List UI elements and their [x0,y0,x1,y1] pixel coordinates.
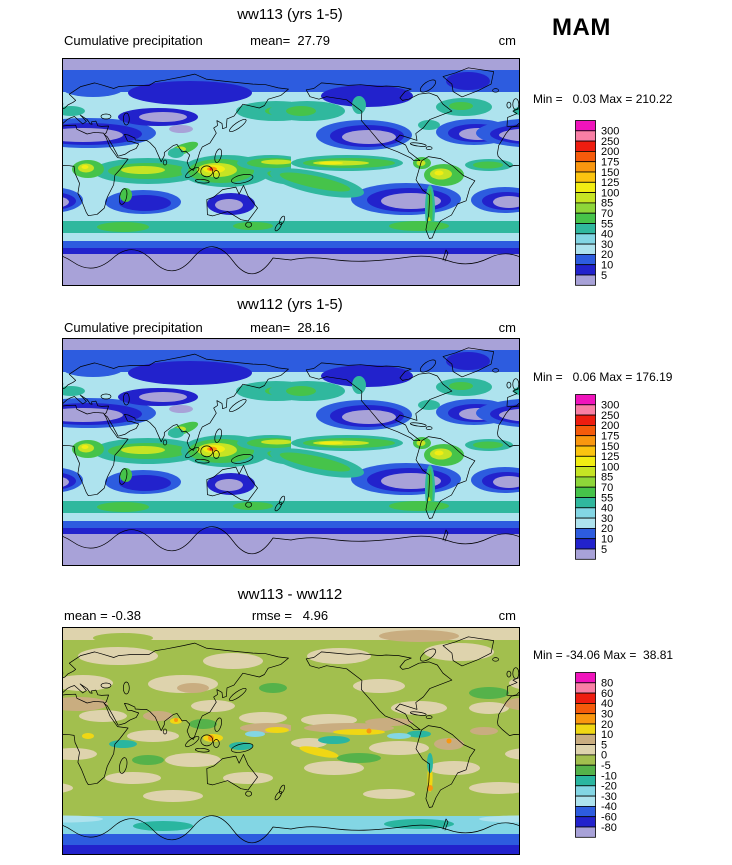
svg-text:70: 70 [601,482,613,494]
svg-text:-20: -20 [601,781,617,793]
panel-2-colorbar: 300 250 200 175 150 125 100 85 70 55 40 30 20 10 5 [575,394,635,562]
svg-text:250: 250 [601,410,619,422]
svg-text:125: 125 [601,177,619,189]
svg-text:300: 300 [601,126,619,138]
panel-2-stats-row: Cumulative precipitation mean= 28.16 cm [62,320,518,336]
svg-text:85: 85 [601,198,613,210]
svg-text:5: 5 [601,739,607,751]
panel-3-stats-row: mean = -0.38 rmse = 4.96 cm [62,608,518,624]
panel-3-rmse-label: rmse = 4.96 [251,608,329,623]
panel-2-map [62,338,520,566]
map-field [63,628,296,854]
panel-3-minmax: Min = -34.06 Max = 38.81 [533,648,674,662]
panel-1-map [62,58,520,286]
svg-text:175: 175 [601,157,619,169]
svg-text:20: 20 [601,523,613,535]
season-label: MAM [552,14,611,41]
svg-text:30: 30 [601,513,613,525]
svg-text:70: 70 [601,208,613,220]
svg-text:100: 100 [601,187,619,199]
svg-text:5: 5 [601,270,607,282]
svg-text:10: 10 [601,729,613,741]
svg-text:200: 200 [601,420,619,432]
svg-text:125: 125 [601,451,619,463]
panel-1-title: ww113 (yrs 1-5) [237,6,343,23]
svg-text:80: 80 [601,678,613,690]
svg-text:-60: -60 [601,812,617,824]
map-field-wrap [267,339,519,565]
panel-3-map [62,627,520,855]
svg-text:-5: -5 [601,760,611,772]
panel-3-colorbar: 80 60 40 30 20 10 5 0 -5 -10 -20 -30 -40 -60 -80 [575,672,635,840]
panel-1-map-svg [63,59,519,285]
svg-text:40: 40 [601,503,613,515]
svg-text:100: 100 [601,461,619,473]
map-field-wrap [291,628,519,854]
svg-text:55: 55 [601,492,613,504]
svg-text:5: 5 [601,544,607,556]
svg-text:20: 20 [601,249,613,261]
panel-3-unit-label: cm [498,608,516,623]
panel-1-unit-label: cm [498,33,516,48]
svg-text:60: 60 [601,688,613,700]
panel-1-colorbar: 300 250 200 175 150 125 100 85 70 55 40 30 20 10 5 [575,120,635,288]
svg-text:150: 150 [601,167,619,179]
svg-text:30: 30 [601,239,613,251]
panel-2-map-svg [63,339,519,565]
panel-2-unit-label: cm [498,320,516,335]
svg-text:40: 40 [601,698,613,710]
panel-2-title: ww112 (yrs 1-5) [237,296,343,313]
panel-3-mean-label: mean = -0.38 [64,608,141,623]
panel-2-minmax: Min = 0.06 Max = 176.19 [533,370,673,384]
svg-text:175: 175 [601,431,619,443]
panel-1-mean-label: mean= 27.79 [250,33,330,48]
svg-text:-30: -30 [601,791,617,803]
panel-2-variable-label: Cumulative precipitation [64,320,203,335]
svg-text:55: 55 [601,218,613,230]
panel-3-title: ww113 - ww112 [237,586,343,603]
svg-text:85: 85 [601,472,613,484]
svg-text:10: 10 [601,534,613,546]
panel-3-map-svg [63,628,519,854]
panel-1-stats-row: Cumulative precipitation mean= 27.79 cm [62,33,518,49]
panel-2-mean-label: mean= 28.16 [250,320,330,335]
svg-text:150: 150 [601,441,619,453]
svg-text:20: 20 [601,719,613,731]
map-field-wrap [267,59,519,285]
panel-1-minmax: Min = 0.03 Max = 210.22 [533,92,673,106]
svg-text:-80: -80 [601,822,617,834]
svg-text:-10: -10 [601,770,617,782]
svg-text:30: 30 [601,709,613,721]
svg-text:40: 40 [601,229,613,241]
svg-text:10: 10 [601,260,613,272]
svg-text:250: 250 [601,136,619,148]
svg-text:-40: -40 [601,801,617,813]
svg-text:0: 0 [601,750,607,762]
svg-text:300: 300 [601,400,619,412]
panel-1-variable-label: Cumulative precipitation [64,33,203,48]
svg-text:200: 200 [601,146,619,158]
